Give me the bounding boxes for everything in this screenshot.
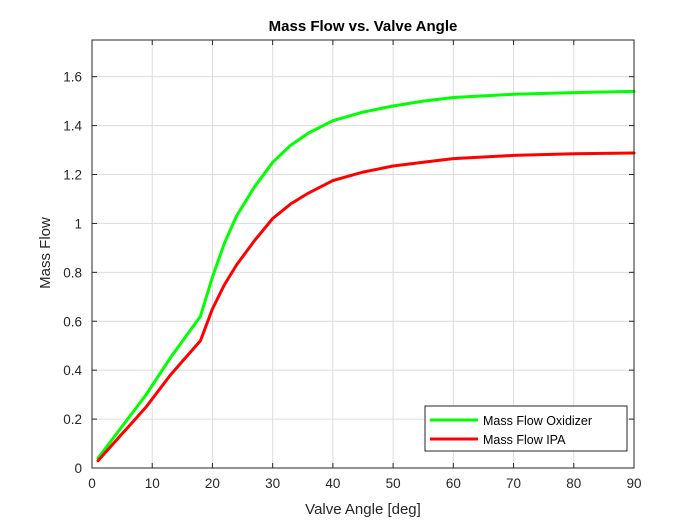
x-tick-label: 0 xyxy=(88,476,96,491)
y-tick-label: 1.6 xyxy=(63,70,82,85)
y-tick-label: 1.4 xyxy=(63,119,82,134)
y-tick-label: 0.2 xyxy=(63,412,82,427)
x-tick-label: 70 xyxy=(506,476,521,491)
plot-frame xyxy=(91,39,635,469)
legend-label-oxidizer: Mass Flow Oxidizer xyxy=(483,414,592,428)
legend-box xyxy=(424,405,628,452)
y-tick-label: 0.4 xyxy=(63,363,82,378)
series-layer xyxy=(96,89,636,463)
legend: Mass Flow Oxidizer Mass Flow IPA xyxy=(424,405,628,452)
y-tick-label: 0.6 xyxy=(63,314,82,329)
x-tick-label: 30 xyxy=(265,476,280,491)
y-tick-label: 1.2 xyxy=(63,168,82,183)
x-tick-label: 60 xyxy=(446,476,461,491)
y-tick-label: 1 xyxy=(74,216,82,231)
legend-label-ipa: Mass Flow IPA xyxy=(483,433,566,447)
series-line-ipa xyxy=(96,151,636,463)
x-tick-label: 20 xyxy=(205,476,220,491)
plot-area xyxy=(92,40,634,468)
y-tick-label: 0.8 xyxy=(63,265,82,280)
x-tick-label: 10 xyxy=(145,476,160,491)
x-tick-label: 90 xyxy=(626,476,641,491)
x-tick-label: 40 xyxy=(325,476,340,491)
y-tick-label: 0 xyxy=(74,461,82,476)
series-line-oxidizer xyxy=(96,89,636,460)
x-tick-label: 80 xyxy=(566,476,581,491)
x-axis-label: Valve Angle [deg] xyxy=(305,501,421,518)
axis-ticks: 0 10 20 30 40 50 60 70 80 90 0 0.2 0.4 0.6 0.8 1 1.2 1.4 1… xyxy=(63,40,642,491)
x-tick-label: 50 xyxy=(386,476,401,491)
chart-title: Mass Flow vs. Valve Angle xyxy=(269,18,458,35)
y-axis-label: Mass Flow xyxy=(37,217,54,289)
